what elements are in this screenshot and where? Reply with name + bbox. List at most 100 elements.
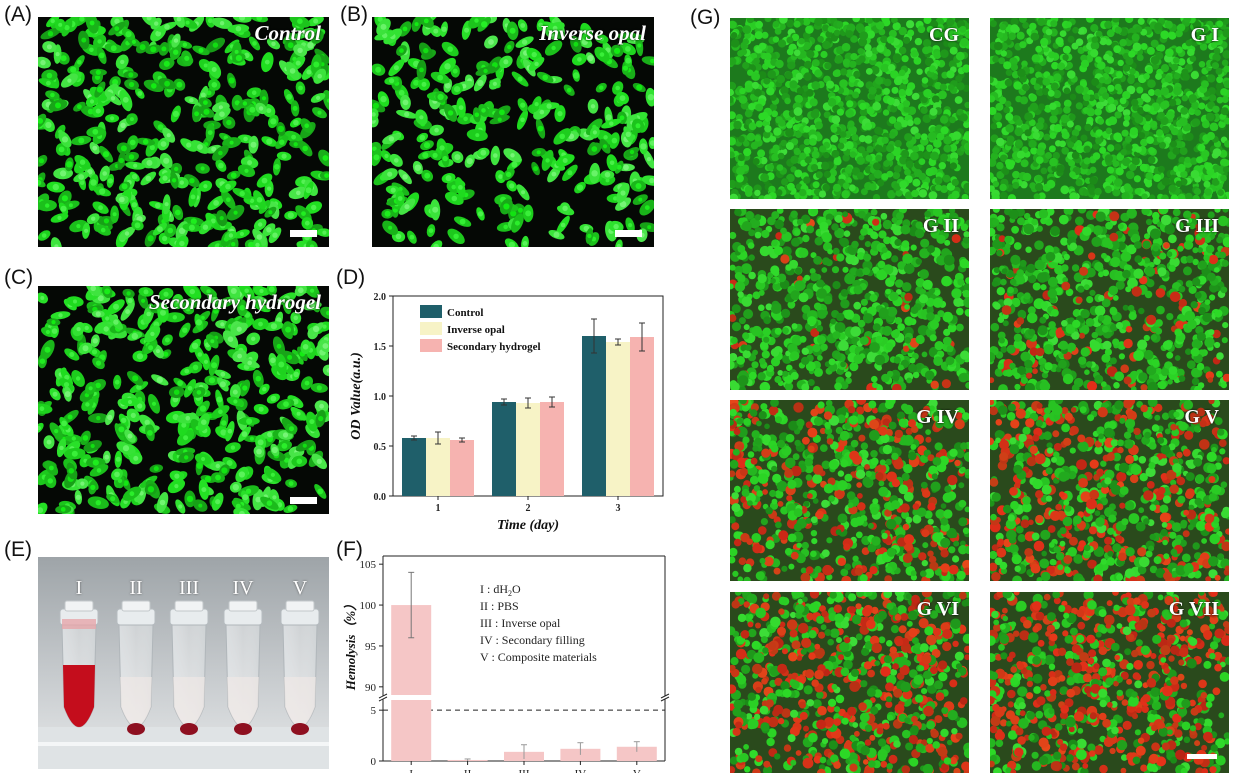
y-axis-label: OD Value(a.u.) (349, 352, 364, 440)
legend-label: Inverse opal (447, 324, 505, 336)
x-tick-label: 3 (616, 503, 621, 514)
legend-entry: V : Composite materials (480, 650, 597, 664)
error-bar (549, 396, 555, 408)
micrograph-g-i: G I (990, 18, 1229, 199)
tube (280, 600, 320, 735)
bar (426, 438, 450, 496)
panel-label-g: (G) (690, 6, 721, 29)
panel-label-d: (D) (336, 266, 366, 289)
scale-bar (290, 497, 317, 504)
y-tick-label: 100 (360, 600, 377, 612)
error-bar (639, 322, 645, 352)
micrograph-g-v: G V (990, 400, 1229, 581)
micrograph-title: G VII (1168, 598, 1219, 620)
hemolysis-tube-photo (38, 557, 329, 769)
legend-swatch (420, 339, 442, 352)
panel-label-e: (E) (4, 538, 32, 561)
micrograph-control: Control (38, 17, 329, 247)
x-tick-label: III (519, 768, 530, 773)
legend-entry: III : Inverse opal (480, 616, 561, 630)
x-tick-label: II (464, 768, 472, 773)
panel-label-a: (A) (4, 3, 32, 26)
micrograph-title: G V (1184, 406, 1219, 428)
y-tick-label: 1.5 (374, 342, 387, 353)
micrograph-g-ii: G II (730, 209, 969, 390)
error-bar (464, 758, 471, 761)
micrograph-inverse-opal: Inverse opal (372, 17, 654, 247)
y-tick-label: 95 (365, 641, 377, 653)
scale-bar (615, 230, 642, 237)
bar (582, 336, 606, 496)
bar (516, 403, 540, 496)
y-tick-label: 1.0 (374, 392, 387, 403)
error-bar (408, 571, 415, 639)
micrograph-g-iv: G IV (730, 400, 969, 581)
micrograph-title: Secondary hydrogel (148, 290, 321, 314)
scale-bar (1187, 754, 1217, 759)
error-bar (501, 398, 507, 406)
bar (540, 402, 564, 496)
legend-label: Control (447, 307, 483, 319)
error-bar (435, 431, 441, 445)
panel-label-b: (B) (340, 3, 368, 26)
tube-label: III (179, 577, 199, 599)
micrograph-title: G VI (916, 598, 959, 620)
legend-swatch (420, 322, 442, 335)
y-tick-label: 2.0 (374, 292, 387, 303)
tube (169, 600, 209, 735)
legend-entry: I : dH2O (480, 582, 521, 598)
od-value-chart: 0.0 0.5 1.0 1.5 2.0 1 2 3 Control Inverse opal Sec… (349, 292, 664, 532)
micrograph-secondary-hydrogel: Secondary hydrogel (38, 286, 329, 514)
micrograph-title: Inverse opal (539, 21, 646, 45)
legend-swatch (420, 305, 442, 318)
x-tick-label: 1 (436, 503, 441, 514)
y-tick-label: 105 (360, 559, 377, 571)
error-bar (459, 437, 465, 443)
bar (450, 440, 474, 496)
micrograph-title: G I (1190, 24, 1219, 46)
bar (560, 748, 601, 761)
y-tick-label: 90 (365, 682, 377, 694)
panel-label-f: (F) (336, 538, 363, 561)
bar (402, 438, 426, 496)
bar (606, 342, 630, 496)
y-tick-label: 5 (371, 705, 377, 717)
micrograph-title: G IV (916, 406, 959, 428)
error-bar (525, 397, 531, 409)
error-bar (591, 318, 597, 354)
x-axis-label: Time (day) (497, 518, 559, 532)
tube-label: IV (232, 577, 254, 599)
error-bar (633, 741, 640, 752)
y-tick-label: 0.0 (374, 492, 387, 503)
y-axis-label: Hemolysis（%） (343, 598, 358, 691)
error-bar (577, 742, 584, 755)
micrograph-cg: CG (730, 18, 969, 199)
tube-label: I (75, 577, 83, 599)
x-tick-label: IV (575, 768, 587, 773)
tube (116, 600, 156, 735)
tube (59, 600, 99, 728)
micrograph-g-vii: G VII (990, 592, 1229, 773)
x-tick-label: V (633, 768, 641, 773)
micrograph-title: G II (922, 215, 959, 237)
y-tick-label: 0 (371, 756, 377, 768)
tube (223, 600, 263, 735)
micrograph-title: Control (254, 21, 321, 45)
micrograph-g-vi: G VI (730, 592, 969, 773)
error-bar (521, 744, 527, 759)
micrograph-title: CG (929, 24, 959, 46)
micrograph-title: G III (1175, 215, 1219, 237)
y-tick-label: 0.5 (374, 442, 387, 453)
legend-label: Secondary hydrogel (447, 341, 541, 353)
scale-bar (290, 230, 317, 237)
legend-entry: II : PBS (480, 599, 519, 613)
bar (616, 746, 657, 761)
tube-label: II (129, 577, 143, 599)
x-tick-label: 2 (526, 503, 531, 514)
panel-label-c: (C) (4, 266, 34, 289)
bar (630, 337, 654, 496)
tube-label: V (292, 577, 308, 599)
micrograph-g-iii: G III (990, 209, 1229, 390)
error-bar (411, 435, 417, 441)
